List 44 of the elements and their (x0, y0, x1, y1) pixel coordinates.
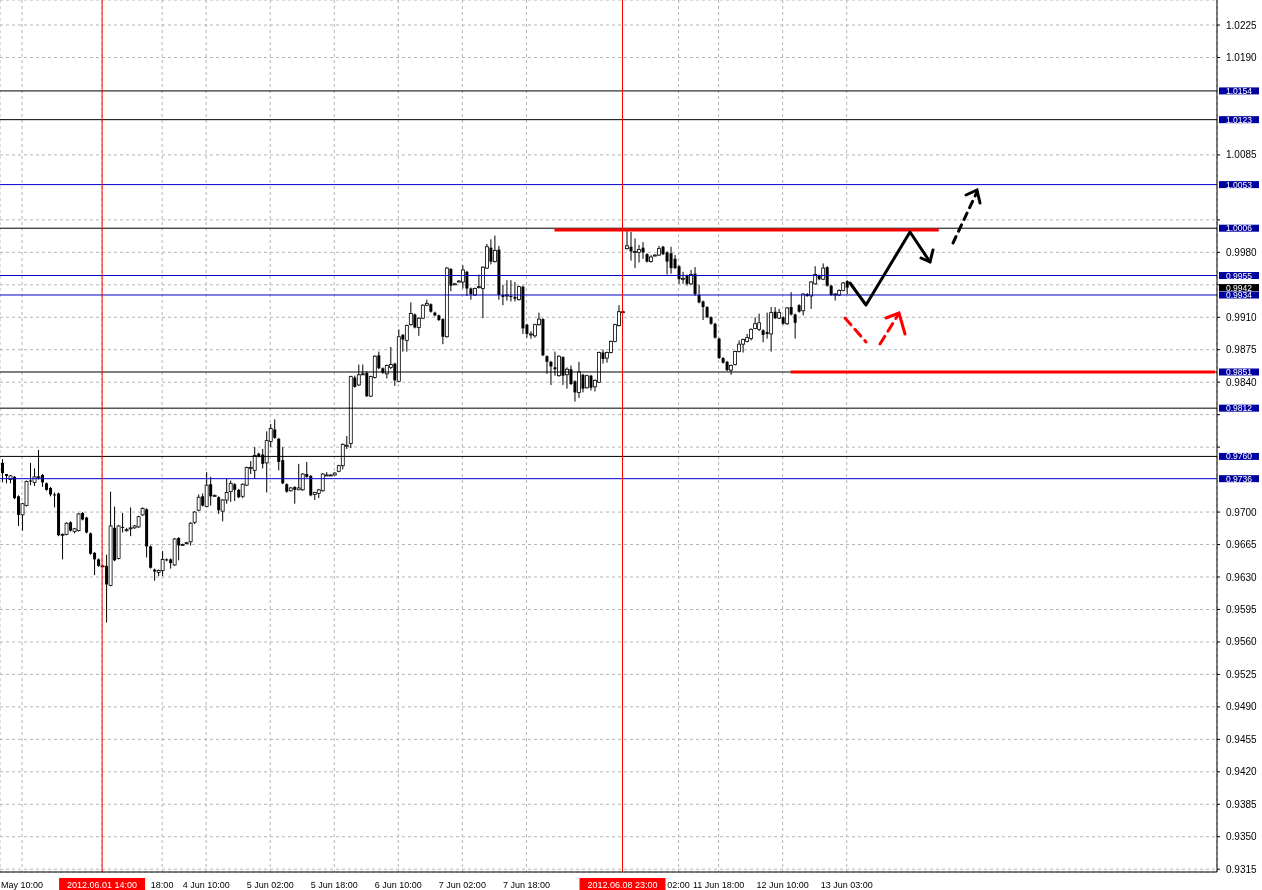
y-tick-label: 0.9875 (1226, 344, 1258, 356)
y-tick-label: 0.9910 (1226, 311, 1258, 323)
x-tick-label: 6 Jun 10:00 (374, 880, 422, 890)
y-tick-label: 0.9350 (1226, 831, 1258, 843)
x-tick-label: 18:00 (150, 880, 174, 890)
y-tick-label: 0.9980 (1226, 246, 1258, 258)
x-tick-label: 5 Jun 18:00 (310, 880, 358, 890)
x-tick-label: 02:00 (667, 880, 690, 890)
y-tick-label: 0.9630 (1226, 571, 1258, 583)
y-tick-label: 0.9490 (1226, 701, 1258, 713)
ref-line-label: 1.0053 (1226, 179, 1253, 190)
ref-line-label: 0.9955 (1226, 270, 1253, 281)
y-tick-label: 0.9525 (1226, 668, 1258, 680)
y-tick-label: 0.9840 (1226, 376, 1258, 388)
text: 0.9942 (1226, 282, 1253, 293)
y-tick-label: 0.9700 (1226, 506, 1258, 518)
y-tick-label: 1.0190 (1226, 52, 1258, 64)
y-tick-label: 1.0085 (1226, 149, 1258, 161)
y-tick-label: 0.9595 (1226, 603, 1258, 615)
x-tick-label: 12 Jun 10:00 (756, 880, 809, 890)
y-tick-label: 0.9385 (1226, 798, 1258, 810)
ref-line-label: 0.9760 (1226, 451, 1253, 462)
y-tick-label: 0.9560 (1226, 636, 1258, 648)
y-tick-label: 0.9420 (1226, 766, 1258, 778)
y-tick-label: 1.0225 (1226, 19, 1258, 31)
x-tick-label: 4 Jun 10:00 (182, 880, 230, 890)
x-tick-label: 2012.06.08 23:00 (587, 880, 658, 890)
x-tick-label: 7 Jun 02:00 (438, 880, 486, 890)
ref-line-label: 1.0154 (1226, 85, 1253, 96)
x-tick-label: 11 Jun 18:00 (692, 880, 745, 890)
x-tick-label: 7 Jun 18:00 (502, 880, 550, 890)
ref-line-label: 0.9851 (1226, 366, 1253, 377)
ref-line-label: 0.9812 (1226, 403, 1253, 414)
ref-line-label: 1.0123 (1226, 114, 1253, 125)
y-tick-label: 0.9665 (1226, 539, 1258, 551)
ref-line-label: 0.9736 (1226, 473, 1253, 484)
y-tick-label: 0.9455 (1226, 733, 1258, 745)
ref-line-label: 1.0006 (1226, 223, 1253, 234)
y-tick-label: 0.9315 (1226, 863, 1258, 875)
x-tick-label: 5 Jun 02:00 (246, 880, 294, 890)
x-tick-label: 13 Jun 03:00 (820, 880, 873, 890)
x-tick-label: May 10:00 (1, 880, 44, 890)
ref-line-label: 0.9934 (1226, 290, 1253, 300)
x-tick-label: 2012.06.01 14:00 (67, 880, 138, 890)
